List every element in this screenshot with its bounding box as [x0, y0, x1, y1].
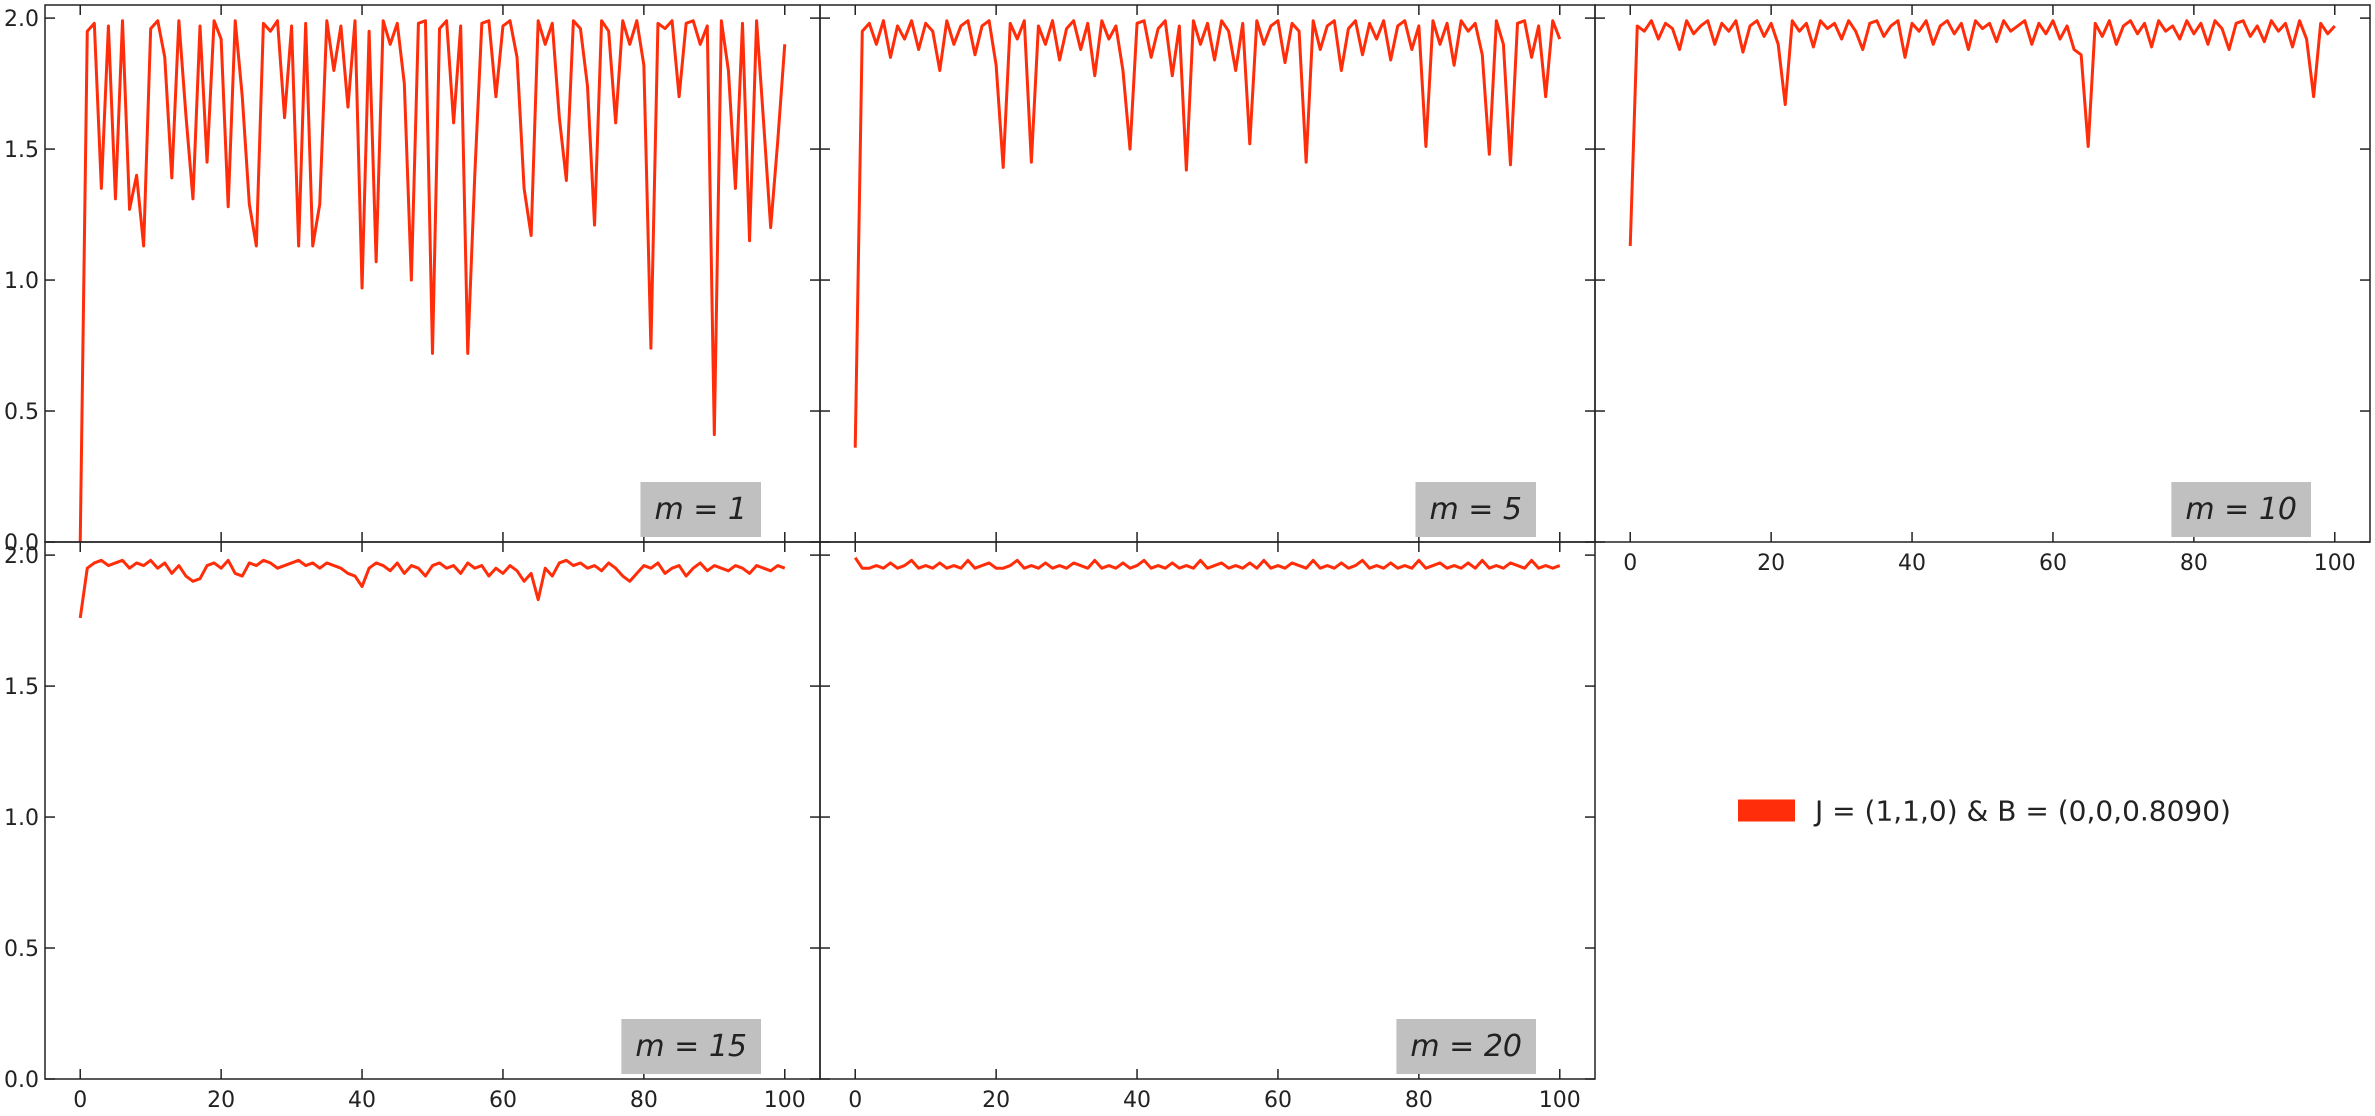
x-tick-label: 100	[2314, 551, 2356, 576]
annotation-box	[621, 1019, 761, 1074]
annotation-box	[2171, 482, 2311, 537]
x-tick-label: 0	[73, 1088, 87, 1112]
panel: 0 20 40 60 80 100 m = 10	[1594, 4, 2371, 576]
panel-frame	[819, 541, 1596, 1080]
x-tick-label: 80	[2180, 551, 2208, 576]
panel-frame	[819, 4, 1596, 543]
legend-label: J = (1,1,0) & B = (0,0,0.8090)	[1813, 795, 2231, 828]
data-line	[78, 558, 786, 619]
x-tick-label: 60	[489, 1088, 517, 1112]
panel: 0 20 40 60 80 100 m = 20	[819, 541, 1596, 1113]
panel: 0.0 0.5 1.0 1.5 2.0 m = 1	[4, 4, 821, 556]
panel-frame	[44, 4, 821, 543]
y-tick-label: 2.0	[4, 544, 39, 569]
data-line	[853, 19, 1562, 448]
x-tick-label: 40	[1123, 1088, 1151, 1112]
annotation-box	[1396, 1019, 1536, 1074]
y-tick-label: 0.5	[4, 400, 39, 425]
panel: m = 5	[819, 4, 1596, 543]
x-tick-label: 60	[2039, 551, 2067, 576]
x-tick-label: 100	[764, 1088, 806, 1112]
legend: J = (1,1,0) & B = (0,0,0.8090)	[1738, 795, 2231, 828]
y-tick-label: 2.0	[4, 7, 39, 32]
x-tick-label: 0	[848, 1088, 862, 1112]
x-tick-label: 40	[1898, 551, 1926, 576]
legend-swatch	[1738, 799, 1795, 822]
y-tick-label: 1.5	[4, 675, 39, 700]
x-tick-label: 20	[207, 1088, 235, 1112]
annotation: m = 1	[654, 492, 747, 527]
x-tick-label: 20	[1757, 551, 1785, 576]
panel-frame	[44, 541, 821, 1080]
y-tick-label: 1.0	[4, 806, 39, 831]
annotation-box	[640, 482, 761, 537]
x-tick-label: 80	[630, 1088, 658, 1112]
annotation: m = 5	[1429, 492, 1522, 527]
annotation: m = 20	[1410, 1029, 1522, 1064]
y-tick-label: 1.5	[4, 138, 39, 163]
annotation: m = 10	[2185, 492, 2297, 527]
x-tick-label: 100	[1539, 1088, 1581, 1112]
y-tick-label: 1.0	[4, 269, 39, 294]
panel: 0 20 40 60 80 100 0.0 0.5 1.0 1.5 2.0 m = 15	[4, 541, 821, 1113]
y-tick-label: 0.0	[4, 1068, 39, 1093]
x-tick-label: 60	[1264, 1088, 1292, 1112]
x-tick-label: 40	[348, 1088, 376, 1112]
x-tick-label: 80	[1405, 1088, 1433, 1112]
y-tick-label: 0.5	[4, 937, 39, 962]
annotation: m = 15	[635, 1029, 747, 1064]
y-tick-label: 0.0	[4, 531, 39, 556]
data-line	[78, 19, 787, 543]
panel-frame	[1594, 4, 2371, 543]
data-line	[1628, 19, 2336, 247]
x-tick-label: 0	[1623, 551, 1637, 576]
x-tick-label: 20	[982, 1088, 1010, 1112]
annotation-box	[1415, 482, 1536, 537]
data-line	[853, 556, 1561, 570]
